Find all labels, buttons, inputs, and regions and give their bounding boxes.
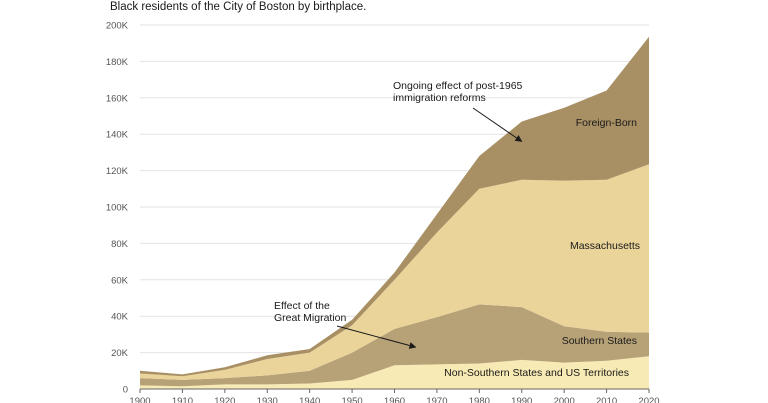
y-tick-label: 20K xyxy=(111,348,129,359)
x-tick-label: 1940 xyxy=(299,396,320,403)
x-tick-label: 2010 xyxy=(596,396,617,403)
y-tick-label: 100K xyxy=(106,203,129,214)
y-tick-label: 160K xyxy=(106,93,129,104)
x-tick-label: 1960 xyxy=(384,396,405,403)
area-foreign-born xyxy=(140,36,649,377)
annotation-arrow xyxy=(472,107,523,142)
series-labels: Non-Southern States and US Territories So… xyxy=(444,117,640,379)
series-label-foreign-born: Foreign-Born xyxy=(576,117,637,129)
annotation-text: immigration reforms xyxy=(393,92,486,104)
annotation-arrow xyxy=(336,325,417,349)
areas xyxy=(140,36,649,389)
y-tick-label: 200K xyxy=(106,21,129,32)
axes: 0 20K 40K 60K 80K 100K 120K 140K 160K 180K 200K 190… xyxy=(106,21,660,403)
x-tick-label: 1990 xyxy=(511,396,532,403)
x-tick-label: 2020 xyxy=(638,396,659,403)
y-tick-label: 0 xyxy=(123,385,128,396)
x-tick-label: 2000 xyxy=(554,396,575,403)
y-tick-label: 60K xyxy=(111,275,129,286)
area-massachusetts xyxy=(140,164,649,380)
area-southern-states xyxy=(140,304,649,387)
x-tick-label: 1970 xyxy=(426,396,447,403)
y-tick-label: 180K xyxy=(106,57,129,68)
annotation-text: Great Migration xyxy=(274,312,347,324)
annotation-text: Effect of the xyxy=(274,300,330,312)
x-tick-label: 1910 xyxy=(172,396,193,403)
x-tick-label: 1950 xyxy=(342,396,363,403)
x-tick-label: 1900 xyxy=(129,396,150,403)
series-label-non-southern-states-and-us-territories: Non-Southern States and US Territories xyxy=(444,367,629,379)
chart-subtitle: Black residents of the City of Boston by… xyxy=(110,1,367,13)
y-tick-label: 80K xyxy=(111,239,129,250)
area-non-southern-states-and-us-territories xyxy=(140,356,649,389)
y-tick-label: 140K xyxy=(106,130,129,141)
x-tick-label: 1920 xyxy=(214,396,235,403)
series-label-southern-states: Southern States xyxy=(562,335,637,347)
annotation-text: Ongoing effect of post-1965 xyxy=(393,80,523,92)
x-tick-label: 1980 xyxy=(469,396,490,403)
series-label-massachusetts: Massachusetts xyxy=(570,240,640,252)
y-tick-label: 120K xyxy=(106,166,129,177)
y-tick-label: 40K xyxy=(111,312,129,323)
x-tick-label: 1930 xyxy=(257,396,278,403)
